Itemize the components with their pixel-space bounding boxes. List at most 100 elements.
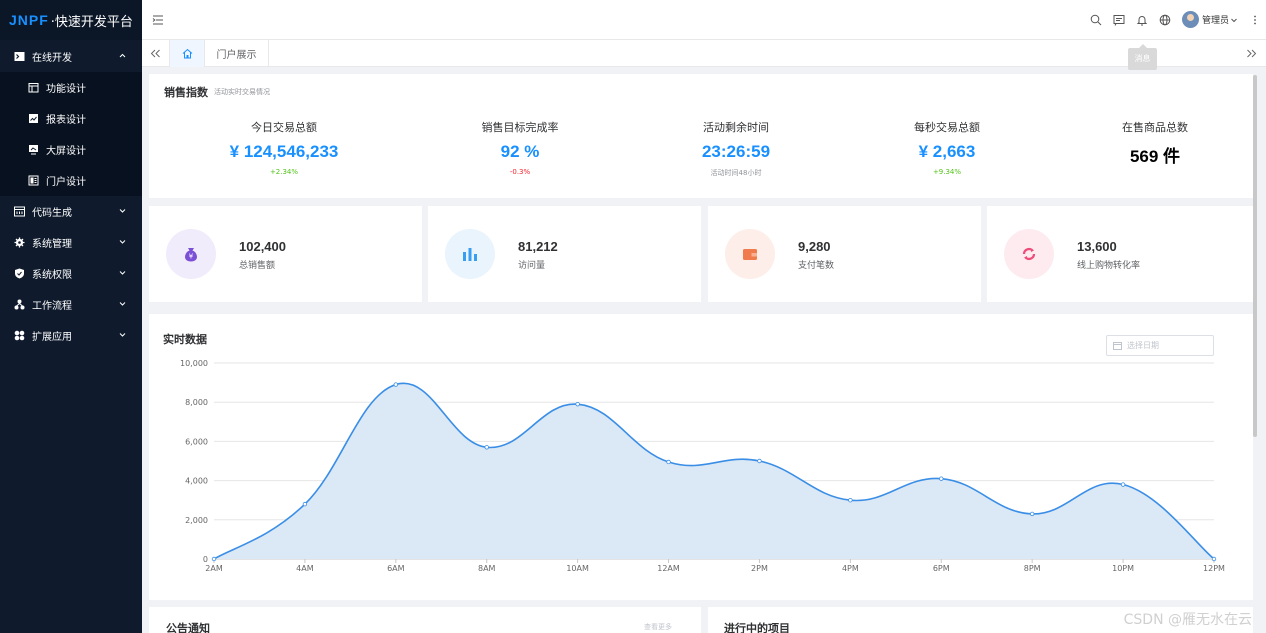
stat-icon-circle xyxy=(1004,229,1054,279)
calendar-icon xyxy=(28,83,39,93)
double-chevron-left-icon[interactable] xyxy=(150,48,161,59)
refresh-icon xyxy=(1022,248,1036,260)
tooltip: 消息 xyxy=(1128,44,1157,70)
bell-icon[interactable] xyxy=(1136,14,1148,26)
index-label: 在售商品总数 xyxy=(1122,121,1188,134)
y-tick-label: 4,000 xyxy=(185,477,208,486)
bar-chart-icon xyxy=(463,248,477,261)
flow-icon xyxy=(14,299,25,310)
x-tick-label: 2AM xyxy=(205,564,223,573)
globe-icon[interactable] xyxy=(1159,14,1171,26)
stat-card[interactable]: ¥ 102,400 总销售额 xyxy=(149,206,422,302)
index-delta: +2.34% xyxy=(269,168,299,176)
stat-value: 13,600 xyxy=(1077,239,1117,254)
index-label: 销售目标完成率 xyxy=(481,121,559,134)
stat-label: 线上购物转化率 xyxy=(1077,261,1141,271)
stat-value: 9,280 xyxy=(798,239,831,254)
sidebar-item-label: 大屏设计 xyxy=(46,146,86,157)
user-menu[interactable]: 管理员 xyxy=(1182,11,1238,28)
chevron-down-icon xyxy=(119,302,126,306)
date-picker-input[interactable]: 选择日期 xyxy=(1106,335,1214,356)
more-link[interactable]: 查看更多 xyxy=(644,623,672,631)
data-point xyxy=(1211,556,1217,562)
sales-index-card: 销售指数 活动实时交易情况 今日交易总额 ¥ 124,546,233 +2.34… xyxy=(149,74,1253,198)
stat-card[interactable]: 13,600 线上购物转化率 xyxy=(987,206,1253,302)
index-label: 今日交易总额 xyxy=(251,121,317,134)
app-logo[interactable]: JNPF ·快速开发平台 xyxy=(0,0,142,40)
sidebar-item-label: 工作流程 xyxy=(32,301,72,312)
x-tick-label: 4AM xyxy=(296,564,314,573)
tab-portal-display[interactable]: 门户展示 xyxy=(205,40,269,67)
sidebar-item-label: 门户设计 xyxy=(46,177,86,188)
data-point xyxy=(1029,511,1035,517)
tab-home[interactable] xyxy=(169,40,205,67)
y-tick-label: 10,000 xyxy=(180,359,208,368)
data-point xyxy=(1120,482,1126,487)
sidebar-item-label: 代码生成 xyxy=(32,208,72,219)
stat-card[interactable]: 9,280 支付笔数 xyxy=(708,206,981,302)
sidebar: JNPF ·快速开发平台 在线开发 功能设计 报表设计 大屏设计 门户设计 xyxy=(0,0,142,633)
date-placeholder: 选择日期 xyxy=(1127,341,1159,350)
line-chart-icon xyxy=(29,114,38,123)
chevron-down-icon xyxy=(1231,18,1237,22)
sidebar-item-label: 系统管理 xyxy=(32,239,72,250)
sidebar-menu: 在线开发 功能设计 报表设计 大屏设计 门户设计 代码生成 xyxy=(0,41,142,351)
area-fill xyxy=(214,383,1214,559)
section-title: 实时数据 xyxy=(163,333,207,346)
stat-card[interactable]: 81,212 访问量 xyxy=(428,206,701,302)
x-tick-label: 12PM xyxy=(1203,564,1225,573)
index-delta: 活动时间48小时 xyxy=(710,169,762,177)
code-icon xyxy=(14,206,25,217)
index-delta: -0.3% xyxy=(509,168,531,176)
sidebar-item-workflow[interactable]: 工作流程 xyxy=(0,289,142,320)
notice-card: 公告通知 查看更多 xyxy=(149,607,701,633)
stat-icon-circle: ¥ xyxy=(166,229,216,279)
index-value: 23:26:59 xyxy=(701,142,771,161)
index-label: 活动剩余时间 xyxy=(703,121,769,134)
index-item: 每秒交易总额 ¥ 2,663 +9.34% xyxy=(857,119,1037,176)
stat-label: 访问量 xyxy=(518,261,546,271)
sidebar-item-function-design[interactable]: 功能设计 xyxy=(0,72,142,103)
chevron-down-icon xyxy=(119,271,126,275)
menu-fold-icon[interactable] xyxy=(152,14,164,26)
sidebar-item-extensions[interactable]: 扩展应用 xyxy=(0,320,142,351)
x-tick-label: 10PM xyxy=(1112,564,1134,573)
stat-value: 102,400 xyxy=(239,239,286,254)
search-icon[interactable] xyxy=(1090,14,1102,26)
scrollbar[interactable] xyxy=(1253,75,1257,437)
sidebar-item-report-design[interactable]: 报表设计 xyxy=(0,103,142,134)
logo-text: ·快速开发平台 xyxy=(50,14,133,30)
double-chevron-right-icon[interactable] xyxy=(1246,48,1257,59)
index-label: 每秒交易总额 xyxy=(914,121,980,134)
sidebar-item-system-manage[interactable]: 系统管理 xyxy=(0,227,142,258)
section-title: 进行中的项目 xyxy=(724,622,790,633)
sidebar-item-system-permission[interactable]: 系统权限 xyxy=(0,258,142,289)
data-point xyxy=(484,445,489,450)
section-title: 公告通知 xyxy=(166,622,210,633)
gear-icon xyxy=(14,237,25,248)
x-tick-label: 6AM xyxy=(387,564,405,573)
chevron-down-icon xyxy=(119,333,126,337)
sidebar-item-label: 扩展应用 xyxy=(32,332,72,343)
svg-text:¥: ¥ xyxy=(189,253,194,261)
sidebar-item-label: 功能设计 xyxy=(46,84,86,95)
more-vertical-icon[interactable] xyxy=(1249,14,1261,26)
index-delta: +9.34% xyxy=(932,168,962,176)
x-tick-label: 12AM xyxy=(657,564,680,573)
index-item: 活动剩余时间 23:26:59 活动时间48小时 xyxy=(646,119,826,178)
sidebar-item-online-dev[interactable]: 在线开发 xyxy=(0,41,142,72)
sidebar-item-screen-design[interactable]: 大屏设计 xyxy=(0,134,142,165)
sidebar-item-label: 系统权限 xyxy=(32,270,72,281)
calendar-icon xyxy=(1113,342,1122,350)
x-tick-label: 8PM xyxy=(1024,564,1041,573)
sidebar-item-code-gen[interactable]: 代码生成 xyxy=(0,196,142,227)
chevron-up-icon xyxy=(119,53,126,58)
y-tick-label: 2,000 xyxy=(185,516,208,525)
data-point xyxy=(939,476,944,481)
logo-brand: JNPF xyxy=(9,12,49,28)
message-icon[interactable] xyxy=(1113,14,1125,26)
sidebar-item-label: 报表设计 xyxy=(46,115,86,126)
index-value: ¥ 124,546,233 xyxy=(229,142,339,161)
sidebar-item-portal-design[interactable]: 门户设计 xyxy=(0,165,142,196)
